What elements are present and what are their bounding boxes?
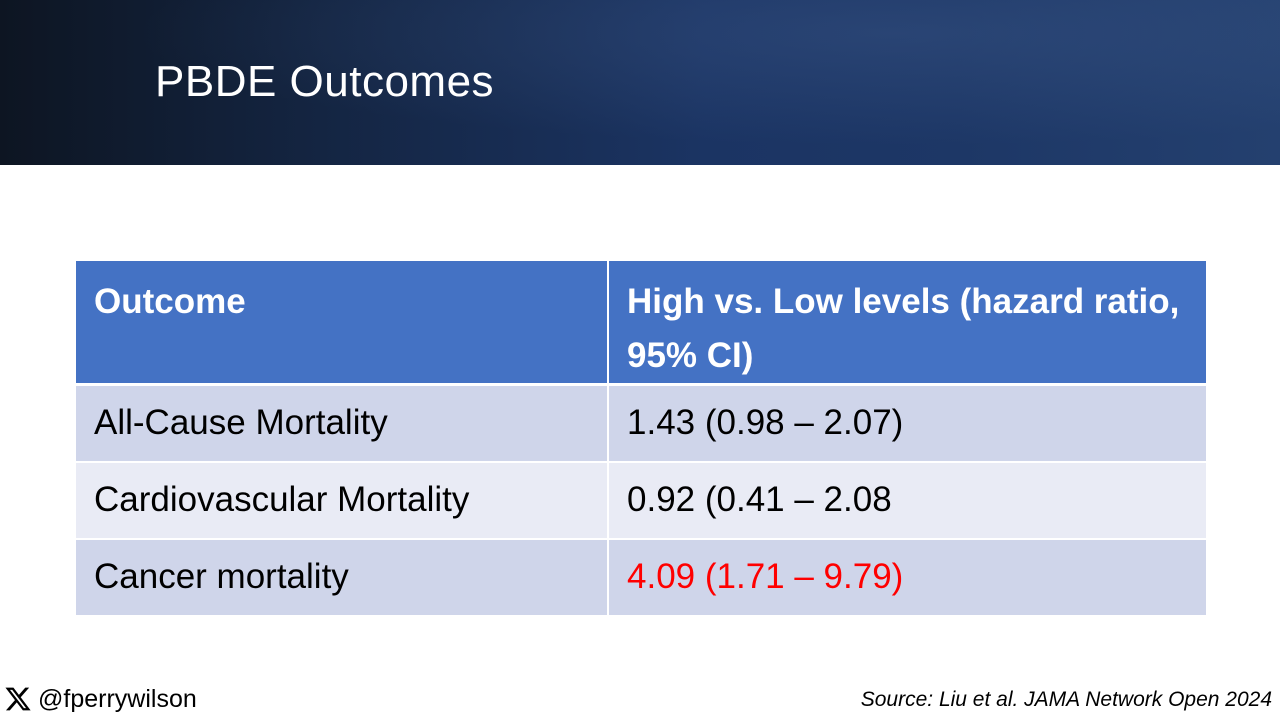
value-cell-highlighted: 4.09 (1.71 – 9.79) [608,538,1206,617]
outcome-cell: All-Cause Mortality [76,384,609,463]
header-band: PBDE Outcomes [0,0,1280,165]
twitter-handle: @fperrywilson [38,684,197,713]
social-handle: @fperrywilson [4,684,197,714]
table-row: Cancer mortality 4.09 (1.71 – 9.79) [76,538,1206,617]
x-logo-icon [5,687,31,711]
table-header-row: Outcome High vs. Low levels (hazard rati… [76,261,1206,386]
header-hazard-ratio: High vs. Low levels (hazard ratio, 95% C… [608,261,1206,386]
table-row: All-Cause Mortality 1.43 (0.98 – 2.07) [76,384,1206,463]
value-cell: 0.92 (0.41 – 2.08 [608,461,1206,540]
header-outcome: Outcome [76,261,609,386]
slide-title: PBDE Outcomes [155,57,495,106]
outcomes-table: Outcome High vs. Low levels (hazard rati… [76,261,1206,617]
outcome-cell: Cardiovascular Mortality [76,461,609,540]
source-citation: Source: Liu et al. JAMA Network Open 202… [860,688,1272,711]
value-cell: 1.43 (0.98 – 2.07) [608,384,1206,463]
table-row: Cardiovascular Mortality 0.92 (0.41 – 2.… [76,461,1206,540]
outcome-cell: Cancer mortality [76,538,609,617]
